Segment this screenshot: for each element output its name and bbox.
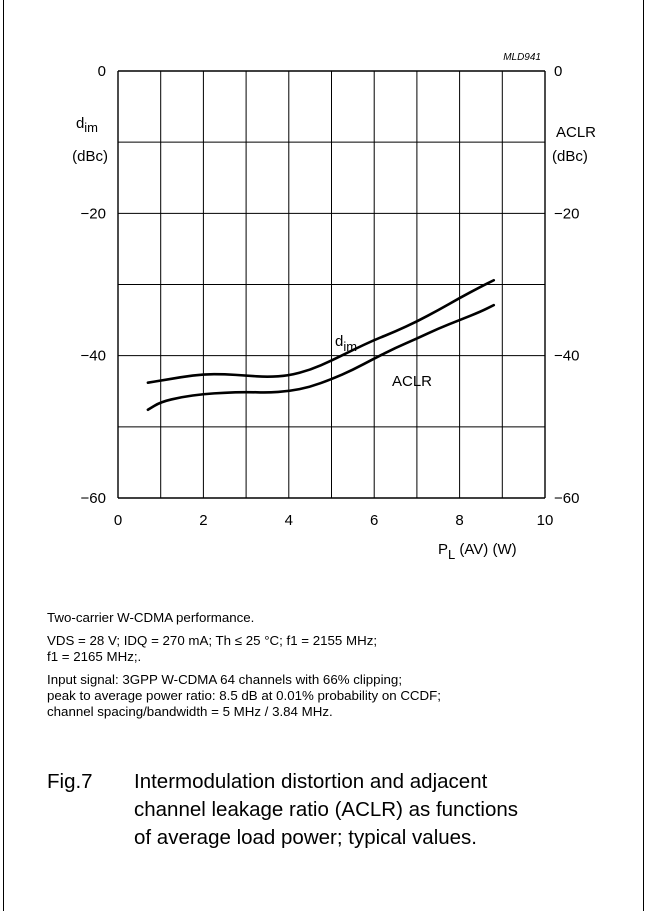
figure-code: MLD941 [503, 52, 541, 63]
y-tick-label-left: −40 [81, 348, 106, 365]
y-tick-label-left: −60 [81, 490, 106, 507]
x-tick-label: 6 [370, 512, 378, 529]
note-input-line-b: peak to average power ratio: 8.5 dB at 0… [47, 688, 441, 703]
x-tick-label: 2 [199, 512, 207, 529]
note-line-1: Two-carrier W-CDMA performance. [47, 610, 255, 625]
note-input-signal: Input signal: 3GPP W-CDMA 64 channels wi… [47, 672, 627, 720]
series-label-dim: dim [335, 333, 357, 354]
y-tick-label-right: −40 [554, 348, 579, 365]
series-group [146, 278, 496, 412]
caption-line-2: channel leakage ratio (ACLR) as function… [134, 798, 519, 821]
y-tick-label-right: −60 [554, 490, 579, 507]
note-conditions: VDS = 28 V; IDQ = 270 mA; Th ≤ 25 °C; f1… [47, 633, 627, 665]
x-tick-label: 0 [114, 512, 122, 529]
tick-labels: 0 2 4 6 8 10 0 −20 −40 −60 0 −20 −40 −60 [81, 63, 580, 529]
figure-number: Fig.7 [47, 770, 93, 793]
x-axis-label: PL (AV) (W) [438, 541, 517, 562]
x-tick-label: 4 [285, 512, 293, 529]
y-axis-left-label: dim [76, 115, 98, 135]
note-input-line-c: channel spacing/bandwidth = 5 MHz / 3.84… [47, 704, 333, 719]
y-axis-right-label: ACLR [556, 124, 596, 141]
figure-notes: Two-carrier W-CDMA performance. VDS = 28… [47, 610, 627, 727]
series-line-aclr [146, 303, 496, 412]
x-tick-label: 8 [455, 512, 463, 529]
series-line-dim [146, 278, 496, 385]
figure-caption-text: Intermodulation distortion and adjacent … [134, 768, 614, 852]
y-tick-label-right: 0 [554, 63, 562, 80]
page-frame [3, 0, 644, 911]
note-conditions-line-b: f1 = 2165 MHz;. [47, 649, 142, 664]
caption-line-3: of average load power; typical values. [134, 826, 478, 849]
x-tick-label: 10 [537, 512, 554, 529]
chart: MLD941 0 2 4 6 8 10 0 −20 −40 −60 0 −20 −40 −60 dim (… [72, 52, 596, 562]
y-tick-label-right: −20 [554, 205, 579, 222]
y-axis-left-unit: (dBc) [72, 148, 108, 165]
caption-line-1: Intermodulation distortion and adjacent [134, 770, 488, 793]
note-input-line-a: Input signal: 3GPP W-CDMA 64 channels wi… [47, 672, 403, 687]
y-tick-label-left: 0 [98, 63, 106, 80]
y-axis-right-unit: (dBc) [552, 148, 588, 165]
note-conditions-line-a: VDS = 28 V; IDQ = 270 mA; Th ≤ 25 °C; f1… [47, 633, 378, 648]
grid [117, 70, 546, 499]
y-tick-label-left: −20 [81, 205, 106, 222]
series-label-aclr: ACLR [392, 373, 432, 390]
